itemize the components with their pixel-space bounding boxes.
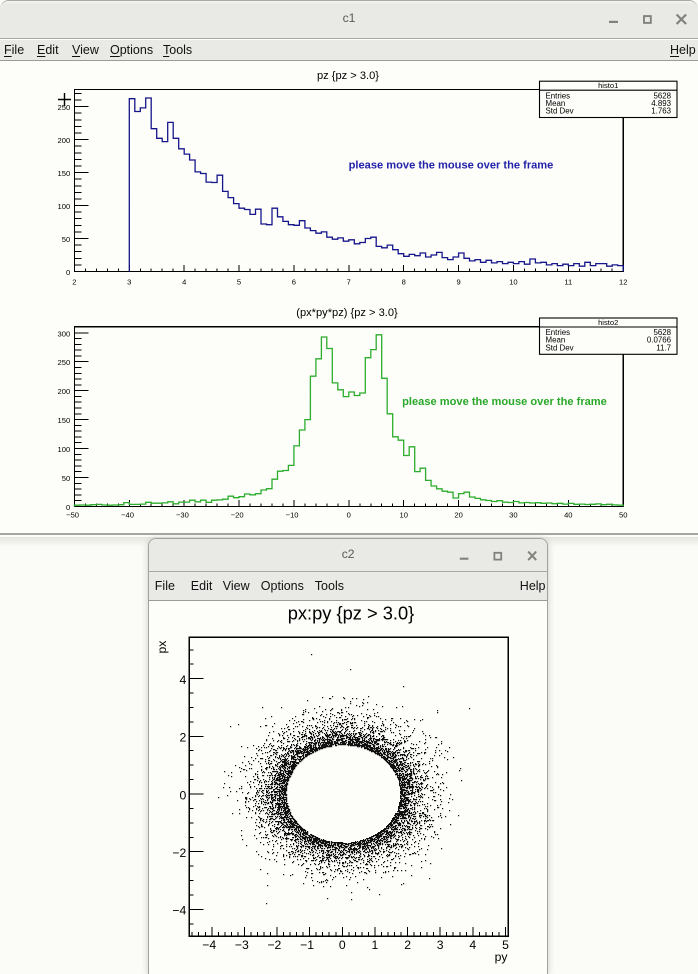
svg-text:6: 6 bbox=[292, 278, 296, 287]
svg-text:2: 2 bbox=[179, 730, 186, 744]
svg-text:3: 3 bbox=[437, 938, 444, 952]
svg-text:px: px bbox=[155, 640, 169, 653]
svg-text:4: 4 bbox=[179, 673, 186, 687]
svg-text:Entries: Entries bbox=[546, 91, 571, 100]
svg-text:−30: −30 bbox=[176, 511, 189, 520]
svg-text:50: 50 bbox=[62, 474, 70, 483]
svg-text:50: 50 bbox=[62, 235, 70, 244]
svg-text:4.893: 4.893 bbox=[651, 99, 671, 108]
svg-text:250: 250 bbox=[58, 103, 71, 112]
svg-text:4: 4 bbox=[469, 938, 476, 952]
svg-text:11: 11 bbox=[564, 278, 572, 287]
svg-text:2: 2 bbox=[404, 938, 411, 952]
svg-text:Std Dev: Std Dev bbox=[546, 107, 574, 116]
svg-text:−4: −4 bbox=[172, 903, 186, 917]
svg-text:Entries: Entries bbox=[546, 328, 571, 337]
svg-text:250: 250 bbox=[58, 358, 71, 367]
svg-text:please move the mouse over the: please move the mouse over the frame bbox=[402, 396, 607, 408]
svg-text:20: 20 bbox=[454, 511, 462, 520]
svg-text:4: 4 bbox=[182, 278, 186, 287]
svg-text:100: 100 bbox=[58, 445, 71, 454]
svg-text:−4: −4 bbox=[202, 938, 216, 952]
svg-text:5628: 5628 bbox=[653, 328, 671, 337]
svg-text:Mean: Mean bbox=[546, 336, 566, 345]
svg-text:0.0766: 0.0766 bbox=[647, 336, 672, 345]
svg-text:9: 9 bbox=[456, 278, 460, 287]
svg-text:150: 150 bbox=[58, 169, 71, 178]
svg-text:12: 12 bbox=[619, 278, 627, 287]
svg-text:Std Dev: Std Dev bbox=[546, 343, 574, 352]
svg-text:−50: −50 bbox=[66, 511, 79, 520]
svg-text:0: 0 bbox=[66, 503, 70, 512]
svg-text:300: 300 bbox=[58, 329, 71, 338]
svg-text:200: 200 bbox=[58, 387, 71, 396]
svg-text:0: 0 bbox=[339, 938, 346, 952]
svg-text:px:py {pz > 3.0}: px:py {pz > 3.0} bbox=[288, 602, 415, 623]
svg-text:10: 10 bbox=[399, 511, 407, 520]
svg-text:histo2: histo2 bbox=[598, 318, 618, 327]
svg-text:−10: −10 bbox=[286, 511, 299, 520]
svg-text:2: 2 bbox=[72, 278, 76, 287]
svg-text:pz {pz > 3.0}: pz {pz > 3.0} bbox=[317, 70, 379, 82]
svg-text:py: py bbox=[494, 950, 508, 964]
svg-text:5: 5 bbox=[237, 278, 241, 287]
svg-text:5628: 5628 bbox=[653, 91, 671, 100]
svg-text:0: 0 bbox=[179, 788, 186, 802]
svg-text:−2: −2 bbox=[267, 938, 281, 952]
svg-text:1: 1 bbox=[371, 938, 378, 952]
svg-text:30: 30 bbox=[509, 511, 517, 520]
svg-text:10: 10 bbox=[509, 278, 517, 287]
svg-text:0: 0 bbox=[66, 268, 70, 277]
svg-text:3: 3 bbox=[127, 278, 131, 287]
svg-text:histo1: histo1 bbox=[598, 81, 618, 90]
svg-text:please move the mouse over the: please move the mouse over the frame bbox=[349, 160, 554, 172]
svg-text:150: 150 bbox=[58, 416, 71, 425]
svg-text:11.7: 11.7 bbox=[656, 343, 671, 352]
svg-text:8: 8 bbox=[402, 278, 406, 287]
svg-text:Mean: Mean bbox=[546, 99, 566, 108]
svg-text:(px*py*pz) {pz > 3.0}: (px*py*pz) {pz > 3.0} bbox=[296, 307, 398, 319]
svg-text:5: 5 bbox=[502, 938, 509, 952]
svg-text:50: 50 bbox=[619, 511, 627, 520]
svg-text:40: 40 bbox=[564, 511, 572, 520]
svg-text:1.763: 1.763 bbox=[651, 107, 671, 116]
svg-text:−3: −3 bbox=[235, 938, 249, 952]
svg-text:100: 100 bbox=[58, 202, 71, 211]
svg-text:−20: −20 bbox=[231, 511, 244, 520]
svg-text:−40: −40 bbox=[121, 511, 134, 520]
svg-text:−1: −1 bbox=[300, 938, 314, 952]
svg-text:−2: −2 bbox=[172, 846, 186, 860]
svg-text:0: 0 bbox=[347, 511, 351, 520]
svg-text:200: 200 bbox=[58, 136, 71, 145]
svg-text:7: 7 bbox=[347, 278, 351, 287]
